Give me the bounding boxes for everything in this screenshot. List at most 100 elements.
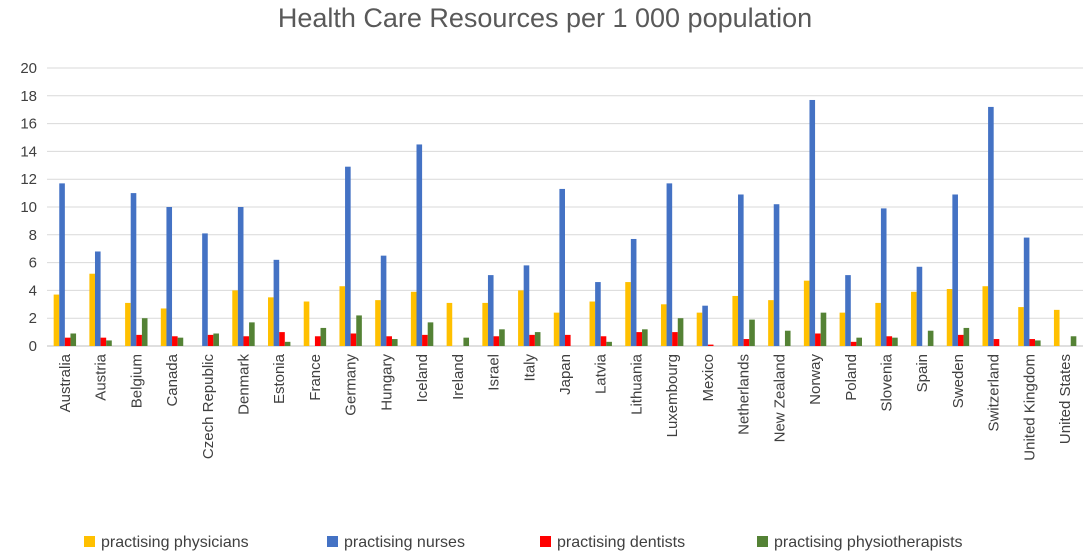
bars xyxy=(53,99,1077,346)
bar-czech-republic-practising-nurses xyxy=(202,233,208,346)
bar-denmark-practising-nurses xyxy=(237,207,244,346)
bar-netherlands-practising-physiotherapists xyxy=(749,319,755,346)
x-tick-label: Poland xyxy=(843,354,860,401)
bar-poland-practising-nurses xyxy=(845,275,851,346)
x-tick-label: Latvia xyxy=(593,353,610,394)
bar-germany-practising-nurses xyxy=(345,166,351,346)
x-tick-label: Spain xyxy=(914,354,931,392)
bar-united-kingdom-practising-physicians xyxy=(1018,307,1024,346)
bar-austria-practising-physicians xyxy=(89,273,95,346)
x-tick-label: Italy xyxy=(521,354,538,382)
bar-germany-practising-dentists xyxy=(350,333,357,346)
bar-canada-practising-physiotherapists xyxy=(177,337,184,346)
x-tick-label: Denmark xyxy=(235,354,252,415)
bar-spain-practising-physiotherapists xyxy=(927,330,934,346)
bar-australia-practising-physicians xyxy=(53,294,60,346)
bar-united-kingdom-practising-dentists xyxy=(1029,339,1036,346)
bar-netherlands-practising-dentists xyxy=(743,339,750,346)
x-tick-label: Canada xyxy=(164,353,181,406)
bar-austria-practising-dentists xyxy=(100,337,107,346)
bar-sweden-practising-physicians xyxy=(946,289,953,346)
bar-netherlands-practising-nurses xyxy=(738,194,744,346)
bar-switzerland-practising-nurses xyxy=(988,106,994,346)
bar-italy-practising-nurses xyxy=(523,265,530,346)
bar-australia-practising-nurses xyxy=(59,183,65,346)
bar-iceland-practising-nurses xyxy=(416,144,423,346)
bar-denmark-practising-physiotherapists xyxy=(249,322,255,346)
bar-switzerland-practising-physicians xyxy=(982,286,989,346)
bar-spain-practising-nurses xyxy=(916,266,923,346)
bar-iceland-practising-dentists xyxy=(422,334,428,346)
y-tick-label: 12 xyxy=(20,171,37,188)
bar-poland-practising-physiotherapists xyxy=(856,337,862,346)
legend-label-practising-nurses: practising nurses xyxy=(344,534,465,551)
y-tick-label: 16 xyxy=(20,116,37,133)
bar-mexico-practising-physicians xyxy=(696,312,703,346)
bar-mexico-practising-nurses xyxy=(702,305,708,346)
bar-france-practising-physiotherapists xyxy=(320,327,327,346)
y-tick-label: 6 xyxy=(29,255,37,272)
bar-france-practising-physicians xyxy=(303,301,310,346)
bar-united-kingdom-practising-physiotherapists xyxy=(1035,340,1041,346)
x-tick-label: United States xyxy=(1057,354,1074,444)
bar-lithuania-practising-dentists xyxy=(636,332,643,346)
y-tick-label: 4 xyxy=(29,282,37,299)
bar-japan-practising-dentists xyxy=(565,334,571,346)
y-tick-label: 18 xyxy=(20,88,37,105)
legend-label-practising-physiotherapists: practising physiotherapists xyxy=(774,534,963,551)
bar-latvia-practising-nurses xyxy=(595,282,601,346)
bar-belgium-practising-dentists xyxy=(136,334,142,346)
bar-slovenia-practising-nurses xyxy=(880,208,887,346)
bar-estonia-practising-dentists xyxy=(279,332,285,346)
x-tick-label: Australia xyxy=(57,353,74,412)
x-tick-label: Luxembourg xyxy=(664,354,681,437)
x-tick-label: New Zealand xyxy=(771,354,788,442)
bar-mexico-practising-dentists xyxy=(707,344,714,346)
bar-lithuania-practising-physicians xyxy=(625,282,631,346)
bar-israel-practising-dentists xyxy=(493,336,500,346)
bar-israel-practising-nurses xyxy=(487,275,494,346)
bar-hungary-practising-nurses xyxy=(380,255,387,346)
x-tick-label: Austria xyxy=(93,353,110,400)
bar-sweden-practising-nurses xyxy=(952,194,958,346)
bar-iceland-practising-physicians xyxy=(410,291,417,346)
x-tick-label: Ireland xyxy=(450,354,467,400)
bar-poland-practising-physicians xyxy=(839,312,846,346)
legend-swatch-practising-nurses xyxy=(327,536,338,547)
bar-estonia-practising-physiotherapists xyxy=(284,341,291,346)
x-tick-label: Germany xyxy=(343,354,360,416)
chart-title: Health Care Resources per 1 000 populati… xyxy=(278,3,812,33)
x-tick-label: Czech Republic xyxy=(200,354,217,460)
legend-label-practising-dentists: practising dentists xyxy=(557,534,685,551)
bar-latvia-practising-physiotherapists xyxy=(606,341,612,346)
bar-luxembourg-practising-dentists xyxy=(672,332,678,346)
bar-estonia-practising-physicians xyxy=(268,297,274,346)
bar-slovenia-practising-dentists xyxy=(886,336,893,346)
bar-norway-practising-nurses xyxy=(809,99,816,346)
x-tick-label: Slovenia xyxy=(879,353,896,411)
x-tick-label: Norway xyxy=(807,354,824,405)
bar-united-states-practising-physicians xyxy=(1053,309,1060,346)
bar-israel-practising-physiotherapists xyxy=(499,329,505,346)
y-tick-label: 2 xyxy=(29,310,37,327)
bar-spain-practising-physicians xyxy=(911,291,917,346)
bar-slovenia-practising-physiotherapists xyxy=(892,337,898,346)
x-tick-label: Iceland xyxy=(414,354,431,402)
x-tick-label: United Kingdom xyxy=(1021,354,1038,461)
bar-hungary-practising-physiotherapists xyxy=(391,339,398,346)
bar-denmark-practising-physicians xyxy=(232,290,238,346)
bar-iceland-practising-physiotherapists xyxy=(427,322,434,346)
bar-canada-practising-nurses xyxy=(166,207,173,346)
x-axis-labels: Australia Austria Belgium Canada Czech Repub… xyxy=(57,353,1074,460)
legend-swatch-practising-dentists xyxy=(540,536,551,547)
bar-australia-practising-physiotherapists xyxy=(70,333,77,346)
bar-australia-practising-dentists xyxy=(64,337,71,346)
bar-united-kingdom-practising-nurses xyxy=(1023,237,1030,346)
bar-norway-practising-physiotherapists xyxy=(820,312,827,346)
bar-israel-practising-physicians xyxy=(482,302,488,346)
bar-hungary-practising-physicians xyxy=(375,300,381,346)
bar-sweden-practising-dentists xyxy=(957,334,964,346)
bar-luxembourg-practising-nurses xyxy=(666,183,673,346)
x-tick-label: Sweden xyxy=(950,354,967,408)
